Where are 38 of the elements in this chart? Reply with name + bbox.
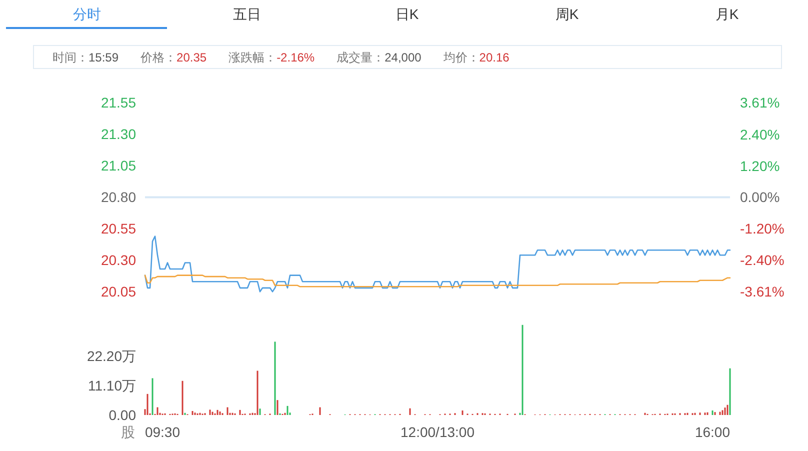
y2-tick-label: 3.61% bbox=[740, 94, 780, 111]
y-tick-label: 11.10万 bbox=[88, 377, 136, 394]
y-tick-label: 20.55 bbox=[100, 220, 136, 237]
category-label: 五日 bbox=[233, 6, 261, 22]
y2-tick-label: 0.00% bbox=[740, 189, 780, 206]
y2-tick-label: -1.20% bbox=[740, 220, 784, 237]
line-series bbox=[144, 274, 731, 288]
text: 20.35 bbox=[176, 50, 207, 64]
category-label: 周K bbox=[555, 6, 580, 22]
text: 24,000 bbox=[384, 50, 422, 64]
x-tick-label: 12:00/13:00 bbox=[400, 424, 475, 440]
text: 20.16 bbox=[479, 50, 510, 64]
text: 价格： bbox=[140, 50, 177, 64]
y-tick-label: 21.05 bbox=[100, 158, 136, 174]
y-tick-label: 20.30 bbox=[100, 252, 136, 268]
text: 时间： bbox=[52, 50, 88, 64]
text: 15:59 bbox=[88, 50, 119, 64]
x-tick-label: 16:00 bbox=[694, 424, 730, 440]
y-tick-label: 20.05 bbox=[100, 284, 136, 300]
category-label: 月K bbox=[715, 6, 740, 22]
y-tick-label: 0.00 bbox=[108, 407, 136, 423]
y-tick-label: 22.20万 bbox=[86, 348, 136, 364]
text: -2.16% bbox=[276, 50, 315, 64]
text: 成交量： bbox=[336, 50, 385, 64]
y2-tick-label: -3.61% bbox=[740, 284, 784, 300]
y2-tick-label: 1.20% bbox=[740, 158, 780, 174]
category-label: 分时 bbox=[73, 6, 101, 22]
y-tick-label: 21.30 bbox=[100, 126, 136, 142]
y-tick-label: 20.80 bbox=[100, 189, 136, 206]
x-tick-label: 09:30 bbox=[144, 424, 180, 440]
text: 均价： bbox=[442, 50, 480, 64]
y-tick-label: 21.55 bbox=[100, 94, 136, 111]
category-label: 日K bbox=[395, 6, 420, 22]
line-series bbox=[144, 236, 731, 292]
y-axis-title: 股 bbox=[121, 424, 135, 440]
text: 涨跌幅： bbox=[228, 50, 277, 64]
y2-tick-label: 2.40% bbox=[740, 126, 780, 142]
y2-tick-label: -2.40% bbox=[740, 252, 784, 268]
